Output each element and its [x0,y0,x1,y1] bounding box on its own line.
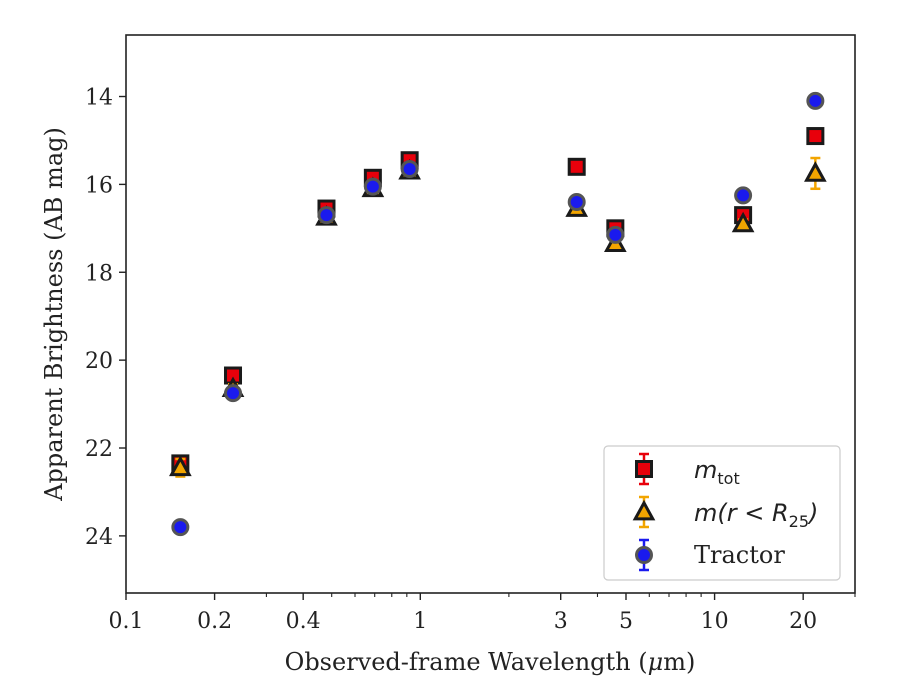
x-axis-label: Observed-frame Wavelength (μm) [285,648,696,676]
legend-frame [603,445,841,581]
y-tick-label: 16 [85,173,113,198]
y-axis-label: Apparent Brightness (AB mag) [40,127,68,502]
data-point [804,161,827,182]
y-tick-label: 14 [85,86,113,111]
legend-label-mr25: m(r < R25) [694,499,818,531]
x-axis-ticks: 0.1 0.2 0.4 1 3 5 10 20 [109,593,856,634]
x-tick-label: 1 [413,609,427,634]
legend-label-tractor: Tractor [694,541,785,569]
data-point [734,186,753,205]
x-tick-label: 3 [554,609,568,634]
y-tick-label: 20 [85,349,113,374]
data-point [806,91,825,110]
legend-marker [635,460,653,478]
x-tick-label: 0.4 [286,609,321,634]
data-point [224,384,243,403]
legend: mtot m(r < R25) Tractor [603,445,841,581]
data-point [731,211,755,233]
series-circle [171,91,825,537]
legend-marker [635,546,653,564]
y-tick-label: 18 [85,261,113,286]
x-tick-label: 0.1 [109,609,144,634]
legend-markers [632,452,656,572]
data-point [317,206,336,225]
data-point [363,177,382,196]
data-point [171,518,190,537]
data-point [567,192,586,211]
data-point [567,157,586,176]
x-tick-label: 5 [619,609,633,634]
data-point [169,455,192,477]
data-point [400,160,419,179]
legend-marker [632,499,656,521]
y-axis-ticks: 14 16 18 20 22 24 [85,86,126,550]
x-tick-label: 10 [701,609,729,634]
data-point [806,127,825,146]
y-tick-label: 24 [85,525,113,550]
x-tick-label: 20 [789,609,817,634]
y-tick-label: 22 [85,437,113,462]
x-tick-label: 0.2 [197,609,232,634]
plot-frame [125,34,856,594]
legend-label-mtot: mtot [694,456,740,488]
data-series [169,91,827,537]
data-point [606,225,625,244]
